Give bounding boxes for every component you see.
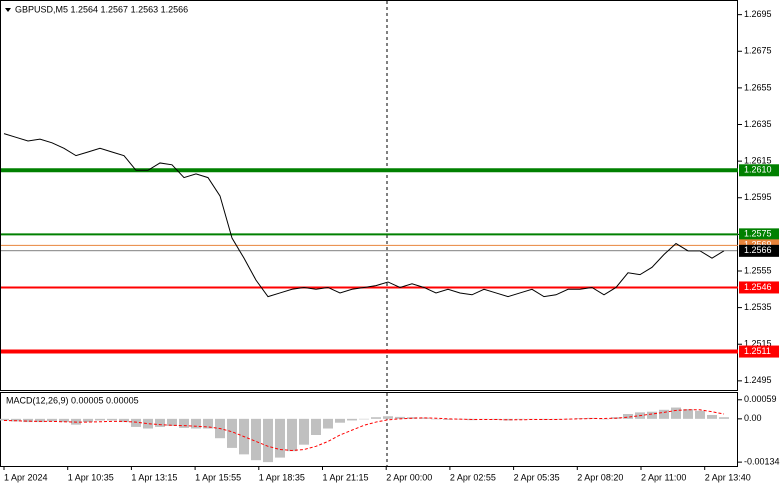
level-label: 1.2546: [744, 282, 772, 292]
macd-bar: [83, 418, 93, 423]
x-tick-label: 1 Apr 13:15: [131, 472, 177, 482]
y-tick-label: 1.2515: [744, 339, 772, 349]
macd-bar: [107, 418, 117, 421]
macd-bar: [119, 418, 129, 423]
macd-bar: [671, 407, 681, 419]
macd-bar: [227, 418, 237, 448]
x-tick-label: 2 Apr 13:40: [705, 472, 751, 482]
level-label: 1.2575: [744, 229, 772, 239]
macd-bar: [383, 416, 393, 419]
x-tick-label: 1 Apr 2024: [4, 472, 48, 482]
macd-bar: [599, 418, 609, 420]
y-tick-label: 1.2655: [744, 82, 772, 92]
x-tick-label: 1 Apr 21:15: [323, 472, 369, 482]
macd-bar: [371, 417, 381, 419]
x-tick-label: 2 Apr 08:20: [577, 472, 623, 482]
macd-bar: [659, 409, 669, 419]
macd-bar: [203, 418, 213, 429]
macd-bar: [707, 414, 717, 419]
macd-bar: [395, 416, 405, 419]
x-tick-label: 1 Apr 10:35: [68, 472, 114, 482]
y-tick-label: 1.2495: [744, 375, 772, 385]
level-label-box: [739, 244, 779, 257]
y-tick-label: 0.00: [744, 413, 762, 423]
macd-bar: [323, 418, 333, 429]
level-label-box: [739, 164, 779, 177]
macd-bar: [47, 418, 57, 422]
macd-bar: [695, 410, 705, 419]
macd-bar: [251, 418, 261, 461]
level-label-box: [739, 281, 779, 294]
y-tick-label: 1.2695: [744, 9, 772, 19]
x-tick-label: 2 Apr 05:35: [514, 472, 560, 482]
macd-bar: [683, 409, 693, 419]
macd-bar: [515, 418, 525, 420]
level-label: 1.2569: [744, 240, 772, 250]
chart-title: GBPUSD,M5 1.2564 1.2567 1.2563 1.2566: [15, 4, 188, 14]
macd-bar: [287, 418, 297, 452]
macd-bar: [167, 418, 177, 426]
menu-arrow: [5, 8, 11, 12]
x-tick-label: 2 Apr 02:55: [450, 472, 496, 482]
x-tick-label: 1 Apr 15:55: [195, 472, 241, 482]
x-tick-label: 2 Apr 11:00: [641, 472, 686, 482]
macd-bar: [419, 417, 429, 419]
macd-bar: [191, 418, 201, 429]
macd-bar: [95, 418, 105, 421]
macd-bar: [503, 418, 513, 421]
macd-bar: [359, 418, 369, 420]
macd-bar: [335, 418, 345, 423]
macd-bar: [275, 418, 285, 458]
macd-bar: [311, 418, 321, 435]
y-tick-label: 1.2675: [744, 46, 772, 56]
macd-bar: [263, 418, 273, 463]
y-tick-label: 1.2555: [744, 265, 772, 275]
level-label: 1.2610: [744, 165, 772, 175]
level-label-box: [739, 345, 779, 358]
y-tick-label: 1.2595: [744, 192, 772, 202]
macd-bar: [623, 413, 633, 419]
macd-bar: [59, 418, 69, 423]
macd-bar: [719, 417, 729, 419]
macd-bar: [347, 418, 357, 421]
macd-bar: [179, 418, 189, 428]
macd-bar: [443, 418, 453, 420]
macd-title: MACD(12,26,9) 0.00005 0.00005: [6, 395, 139, 405]
x-tick-label: 2 Apr 00:00: [386, 472, 432, 482]
y-tick-label: 1.2535: [744, 302, 772, 312]
macd-panel: [0, 392, 738, 467]
price-panel: [0, 0, 738, 391]
macd-bar: [563, 418, 573, 420]
y-tick-label: -0.00134: [744, 456, 780, 466]
macd-bar: [155, 418, 165, 427]
macd-bar: [35, 418, 45, 423]
macd-bar: [23, 418, 33, 423]
y-tick-label: 1.2615: [744, 156, 772, 166]
macd-bar: [299, 418, 309, 445]
macd-bar: [479, 418, 489, 420]
macd-bar: [143, 418, 153, 429]
y-tick-label: 0.00059: [744, 394, 777, 404]
x-tick-label: 1 Apr 18:35: [259, 472, 305, 482]
level-label: 1.2566: [744, 245, 772, 255]
signal-line: [3, 409, 725, 451]
y-tick-label: 1.2635: [744, 119, 772, 129]
macd-bar: [539, 418, 549, 420]
macd-bar: [647, 411, 657, 419]
macd-bar: [431, 418, 441, 420]
macd-bar: [131, 418, 141, 427]
macd-bar: [0, 418, 9, 421]
level-label-box: [739, 228, 779, 241]
price-line: [3, 133, 725, 298]
level-label: 1.2511: [744, 346, 771, 356]
macd-bar: [11, 418, 21, 422]
